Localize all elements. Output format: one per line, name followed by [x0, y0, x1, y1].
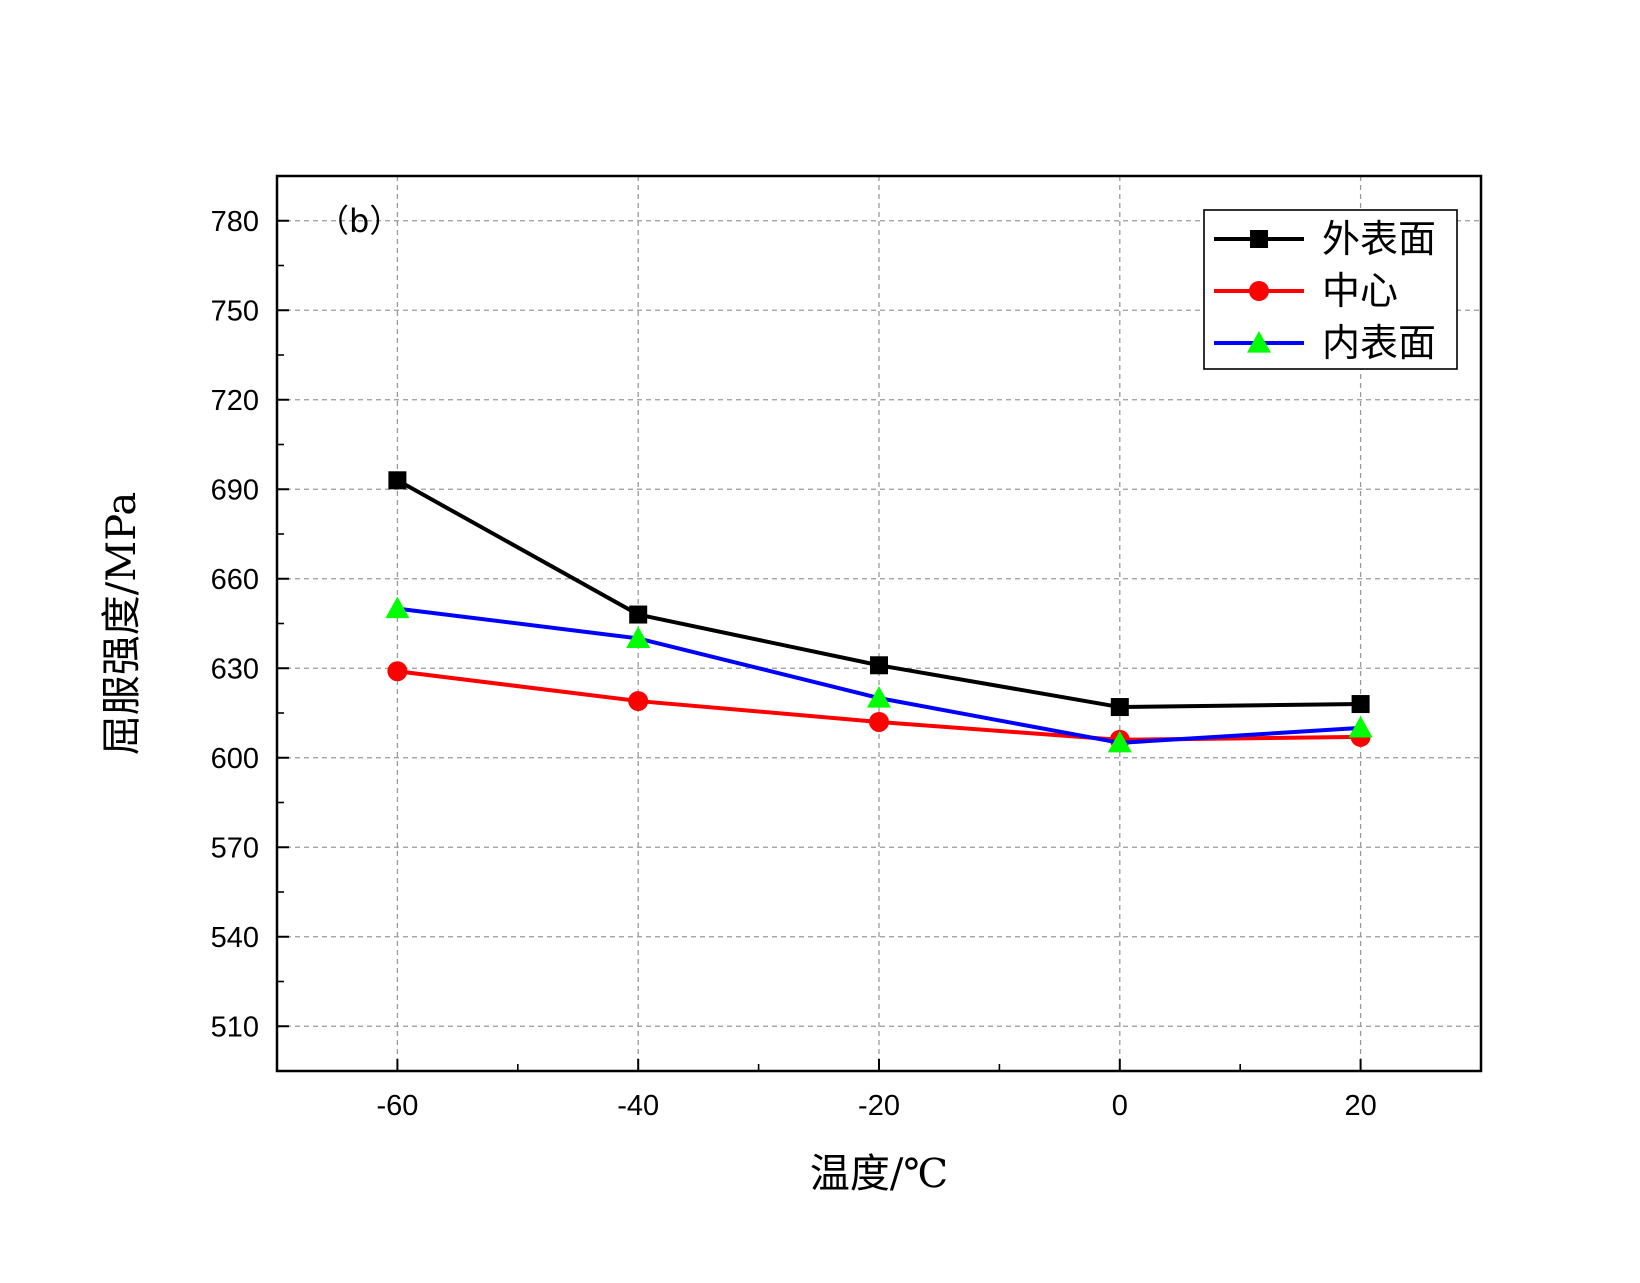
legend-label: 中心	[1322, 269, 1398, 313]
x-axis-title: 温度/℃	[810, 1151, 948, 1197]
data-point	[1107, 730, 1132, 753]
legend-marker	[1250, 230, 1268, 248]
x-tick-label: -20	[858, 1090, 900, 1122]
y-tick-label: 540	[211, 922, 259, 954]
data-point	[870, 656, 888, 675]
y-tick-label: 600	[211, 743, 259, 775]
series-layer	[385, 471, 1373, 753]
legend-marker	[1249, 281, 1269, 301]
legend-label: 外表面	[1322, 217, 1436, 261]
data-point	[626, 626, 651, 649]
data-point	[869, 711, 889, 732]
y-tick-label: 750	[211, 295, 259, 327]
data-point	[387, 661, 408, 682]
data-point	[1348, 715, 1373, 738]
series-2	[385, 596, 1373, 753]
y-axis-title: 屈服强度/MPa	[99, 492, 145, 755]
data-point	[628, 691, 649, 712]
data-point	[1110, 698, 1129, 717]
data-point	[388, 471, 407, 490]
y-tick-label: 690	[211, 474, 259, 506]
y-tick-label: 720	[211, 385, 259, 417]
data-point	[629, 605, 648, 624]
series-0	[388, 471, 1370, 717]
data-point	[867, 686, 891, 708]
x-tick-label: -40	[617, 1090, 659, 1122]
legend-item: 中心	[1214, 269, 1398, 313]
major-ticks	[277, 219, 1362, 1071]
y-tick-label: 660	[211, 564, 259, 596]
tick-labels: -60 -40 -20 0 20 510 540 570 600 630 660 690 720 750 7…	[211, 206, 1377, 1122]
data-point	[385, 596, 410, 619]
x-tick-label: 20	[1344, 1090, 1376, 1122]
y-tick-label: 630	[211, 653, 259, 685]
x-tick-label: 0	[1112, 1090, 1128, 1122]
y-tick-label: 780	[211, 206, 259, 238]
panel-label: （b）	[317, 202, 401, 240]
x-tick-label: -60	[376, 1090, 418, 1122]
data-point	[1351, 695, 1370, 714]
legend-item: 内表面	[1214, 321, 1436, 365]
grid-lines	[277, 176, 1481, 1071]
y-tick-label: 510	[211, 1011, 259, 1043]
legend-marker	[1247, 331, 1271, 353]
legend-item: 外表面	[1214, 217, 1436, 261]
y-tick-label: 570	[211, 832, 259, 864]
plot-frame	[275, 174, 1483, 1073]
legend-label: 内表面	[1322, 321, 1436, 365]
